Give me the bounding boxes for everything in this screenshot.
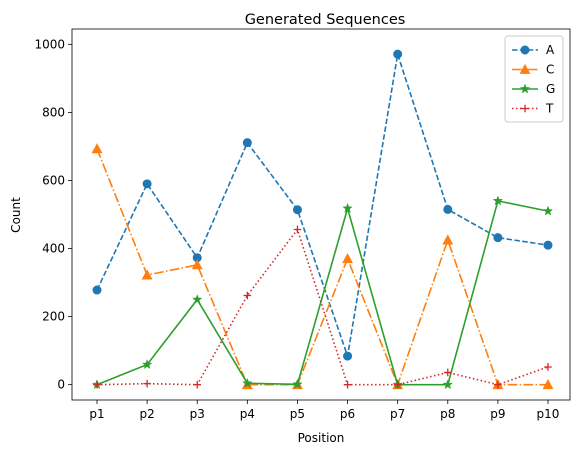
plot-area-frame: [71, 28, 571, 401]
x-tick-label: p5: [290, 407, 305, 421]
data-point-A: [543, 240, 553, 250]
data-point-C: [191, 259, 203, 270]
data-point-T: [393, 380, 402, 389]
legend-box: [504, 35, 564, 123]
data-point-G: [242, 377, 253, 388]
data-point-T: [143, 379, 151, 388]
y-axis-title: Count: [9, 197, 23, 233]
y-tick-label: 0: [57, 378, 65, 392]
data-point-A: [443, 204, 453, 214]
x-axis-title: Position: [298, 431, 345, 445]
legend-marker-C: [519, 63, 531, 74]
legend-label: G: [546, 82, 555, 96]
series-G: [91, 195, 554, 390]
series-line-A: [96, 53, 549, 357]
legend-marker-T: [521, 104, 529, 113]
legend-marker-G: [519, 83, 531, 94]
x-tick-label: p6: [340, 407, 355, 421]
y-tick-label: 800: [42, 105, 65, 119]
y-axis: 0 200 400 600 800 1000: [34, 37, 72, 392]
data-point-A: [292, 205, 302, 215]
data-point-G: [492, 195, 504, 206]
data-point-T: [494, 380, 502, 389]
data-point-G: [292, 378, 303, 389]
x-tick-label: p9: [490, 407, 505, 421]
series-T: [93, 225, 552, 389]
y-tick-label: 400: [42, 242, 65, 256]
data-point-T: [443, 368, 452, 377]
data-point-T: [343, 380, 352, 389]
data-point-T: [93, 380, 101, 389]
data-point-T: [293, 225, 302, 234]
data-point-T: [544, 363, 552, 371]
data-point-A: [142, 179, 152, 189]
y-tick-label: 200: [42, 310, 65, 324]
x-tick-label: p4: [240, 407, 255, 421]
x-tick-label: p2: [139, 407, 154, 421]
legend-marker-A: [520, 45, 530, 55]
y-tick-label: 1000: [34, 37, 65, 51]
data-point-G: [542, 205, 554, 216]
data-point-C: [542, 379, 554, 390]
data-point-A: [393, 49, 403, 59]
series-C: [91, 143, 554, 390]
x-tick-label: p10: [537, 407, 560, 421]
x-tick-label: p1: [89, 407, 104, 421]
data-point-C: [91, 143, 103, 154]
chart-title: Generated Sequences: [245, 12, 406, 28]
series-A: [92, 49, 553, 361]
data-point-G: [141, 359, 153, 370]
data-point-G: [191, 294, 203, 305]
x-tick-label: p3: [190, 407, 205, 421]
data-point-C: [141, 269, 153, 280]
x-tick-label: p7: [390, 407, 405, 421]
data-point-C: [442, 234, 454, 245]
legend-label: A: [546, 43, 555, 57]
series-line-C: [96, 148, 548, 387]
series-layer: [91, 49, 554, 390]
legend-label: T: [545, 102, 554, 116]
x-tick-label: p8: [440, 407, 455, 421]
series-line-T: [96, 227, 549, 386]
data-point-G: [342, 202, 353, 213]
data-point-A: [242, 138, 252, 148]
x-axis: p1 p2 p3 p4 p5 p6 p7 p8 p9 p10: [89, 400, 559, 421]
data-point-A: [92, 285, 102, 295]
data-point-A: [493, 233, 503, 243]
data-point-C: [342, 253, 353, 264]
y-tick-label: 600: [42, 173, 65, 187]
data-point-T: [243, 291, 252, 300]
data-point-T: [193, 380, 202, 389]
legend-label: C: [546, 63, 554, 77]
series-line-G: [96, 199, 549, 386]
data-point-G: [442, 379, 454, 390]
data-point-A: [343, 351, 353, 361]
